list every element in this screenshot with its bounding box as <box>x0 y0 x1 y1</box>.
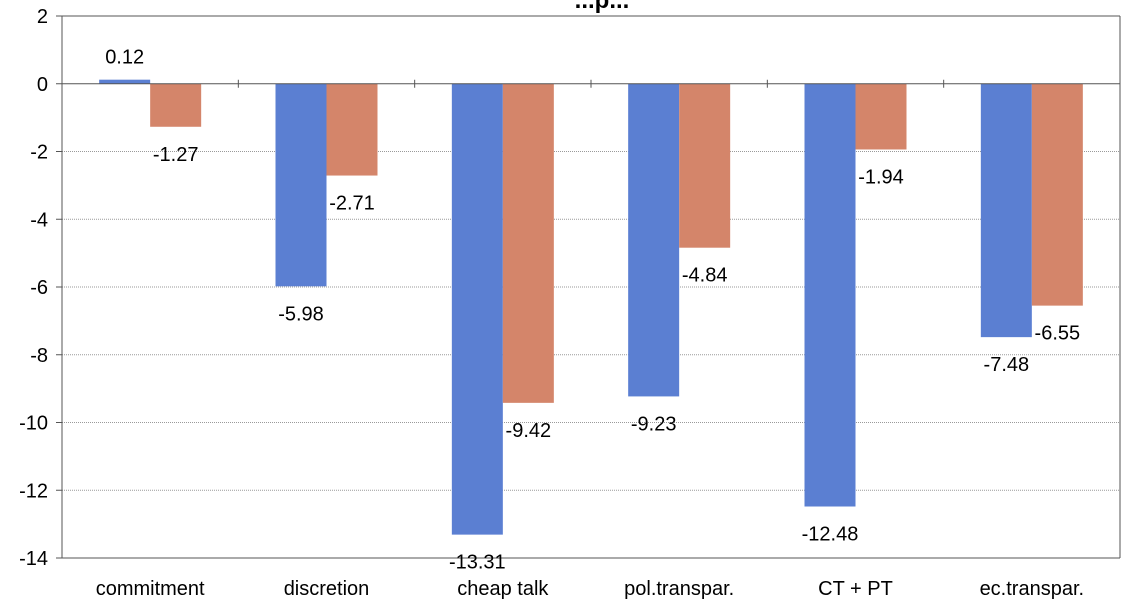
y-tick-label: -12 <box>19 480 48 502</box>
y-tick-label: -8 <box>30 345 48 367</box>
bars <box>99 79 1083 535</box>
bar-series2-4 <box>855 83 907 150</box>
x-category-label: cheap talk <box>457 578 549 600</box>
data-label-series2-4: -1.94 <box>858 166 904 188</box>
bar-series1-5 <box>980 83 1032 338</box>
y-tick-label: -14 <box>19 548 48 570</box>
data-label-series1-0: 0.12 <box>105 47 144 69</box>
bar-series2-5 <box>1031 83 1083 306</box>
data-label-series1-1: -5.98 <box>278 303 324 325</box>
labels: 2 0 -2 -4 -6 -8 -10 -12 -14 0.12 -5.98 -13.31 -9.23 -… <box>19 6 1084 600</box>
chart-title: ...p... <box>575 0 630 14</box>
bar-series1-0 <box>99 79 151 84</box>
bar-series2-1 <box>326 83 378 176</box>
x-category-label: ec.transpar. <box>980 578 1085 600</box>
y-tick-label: -2 <box>30 142 48 164</box>
y-tick-label: -4 <box>30 209 48 231</box>
data-label-series2-1: -2.71 <box>329 193 375 215</box>
y-tick-label: -6 <box>30 277 48 299</box>
data-label-series2-2: -9.42 <box>506 420 552 442</box>
data-label-series1-5: -7.48 <box>984 354 1030 376</box>
bar-series1-3 <box>628 83 680 397</box>
bar-series1-2 <box>451 83 503 535</box>
bar-series1-1 <box>275 83 327 287</box>
bar-series1-4 <box>804 83 856 507</box>
x-category-label: pol.transpar. <box>624 578 734 600</box>
data-label-series1-3: -9.23 <box>631 413 677 435</box>
y-tick-label: 0 <box>37 74 48 96</box>
bar-series2-3 <box>679 83 731 248</box>
data-label-series2-5: -6.55 <box>1035 323 1081 345</box>
grid-lines <box>62 15 1120 491</box>
bar-series2-0 <box>150 83 202 127</box>
data-label-series1-4: -12.48 <box>802 524 859 546</box>
bar-series2-2 <box>502 83 554 403</box>
x-category-label: CT + PT <box>818 578 893 600</box>
y-tick-label: 2 <box>37 6 48 28</box>
data-label-series2-0: -1.27 <box>153 144 199 166</box>
axes <box>56 15 1121 559</box>
x-category-label: discretion <box>284 578 370 600</box>
data-label-series2-3: -4.84 <box>682 265 728 287</box>
y-tick-label: -10 <box>19 413 48 435</box>
x-category-label: commitment <box>96 578 205 600</box>
data-label-series1-2: -13.31 <box>449 552 506 574</box>
